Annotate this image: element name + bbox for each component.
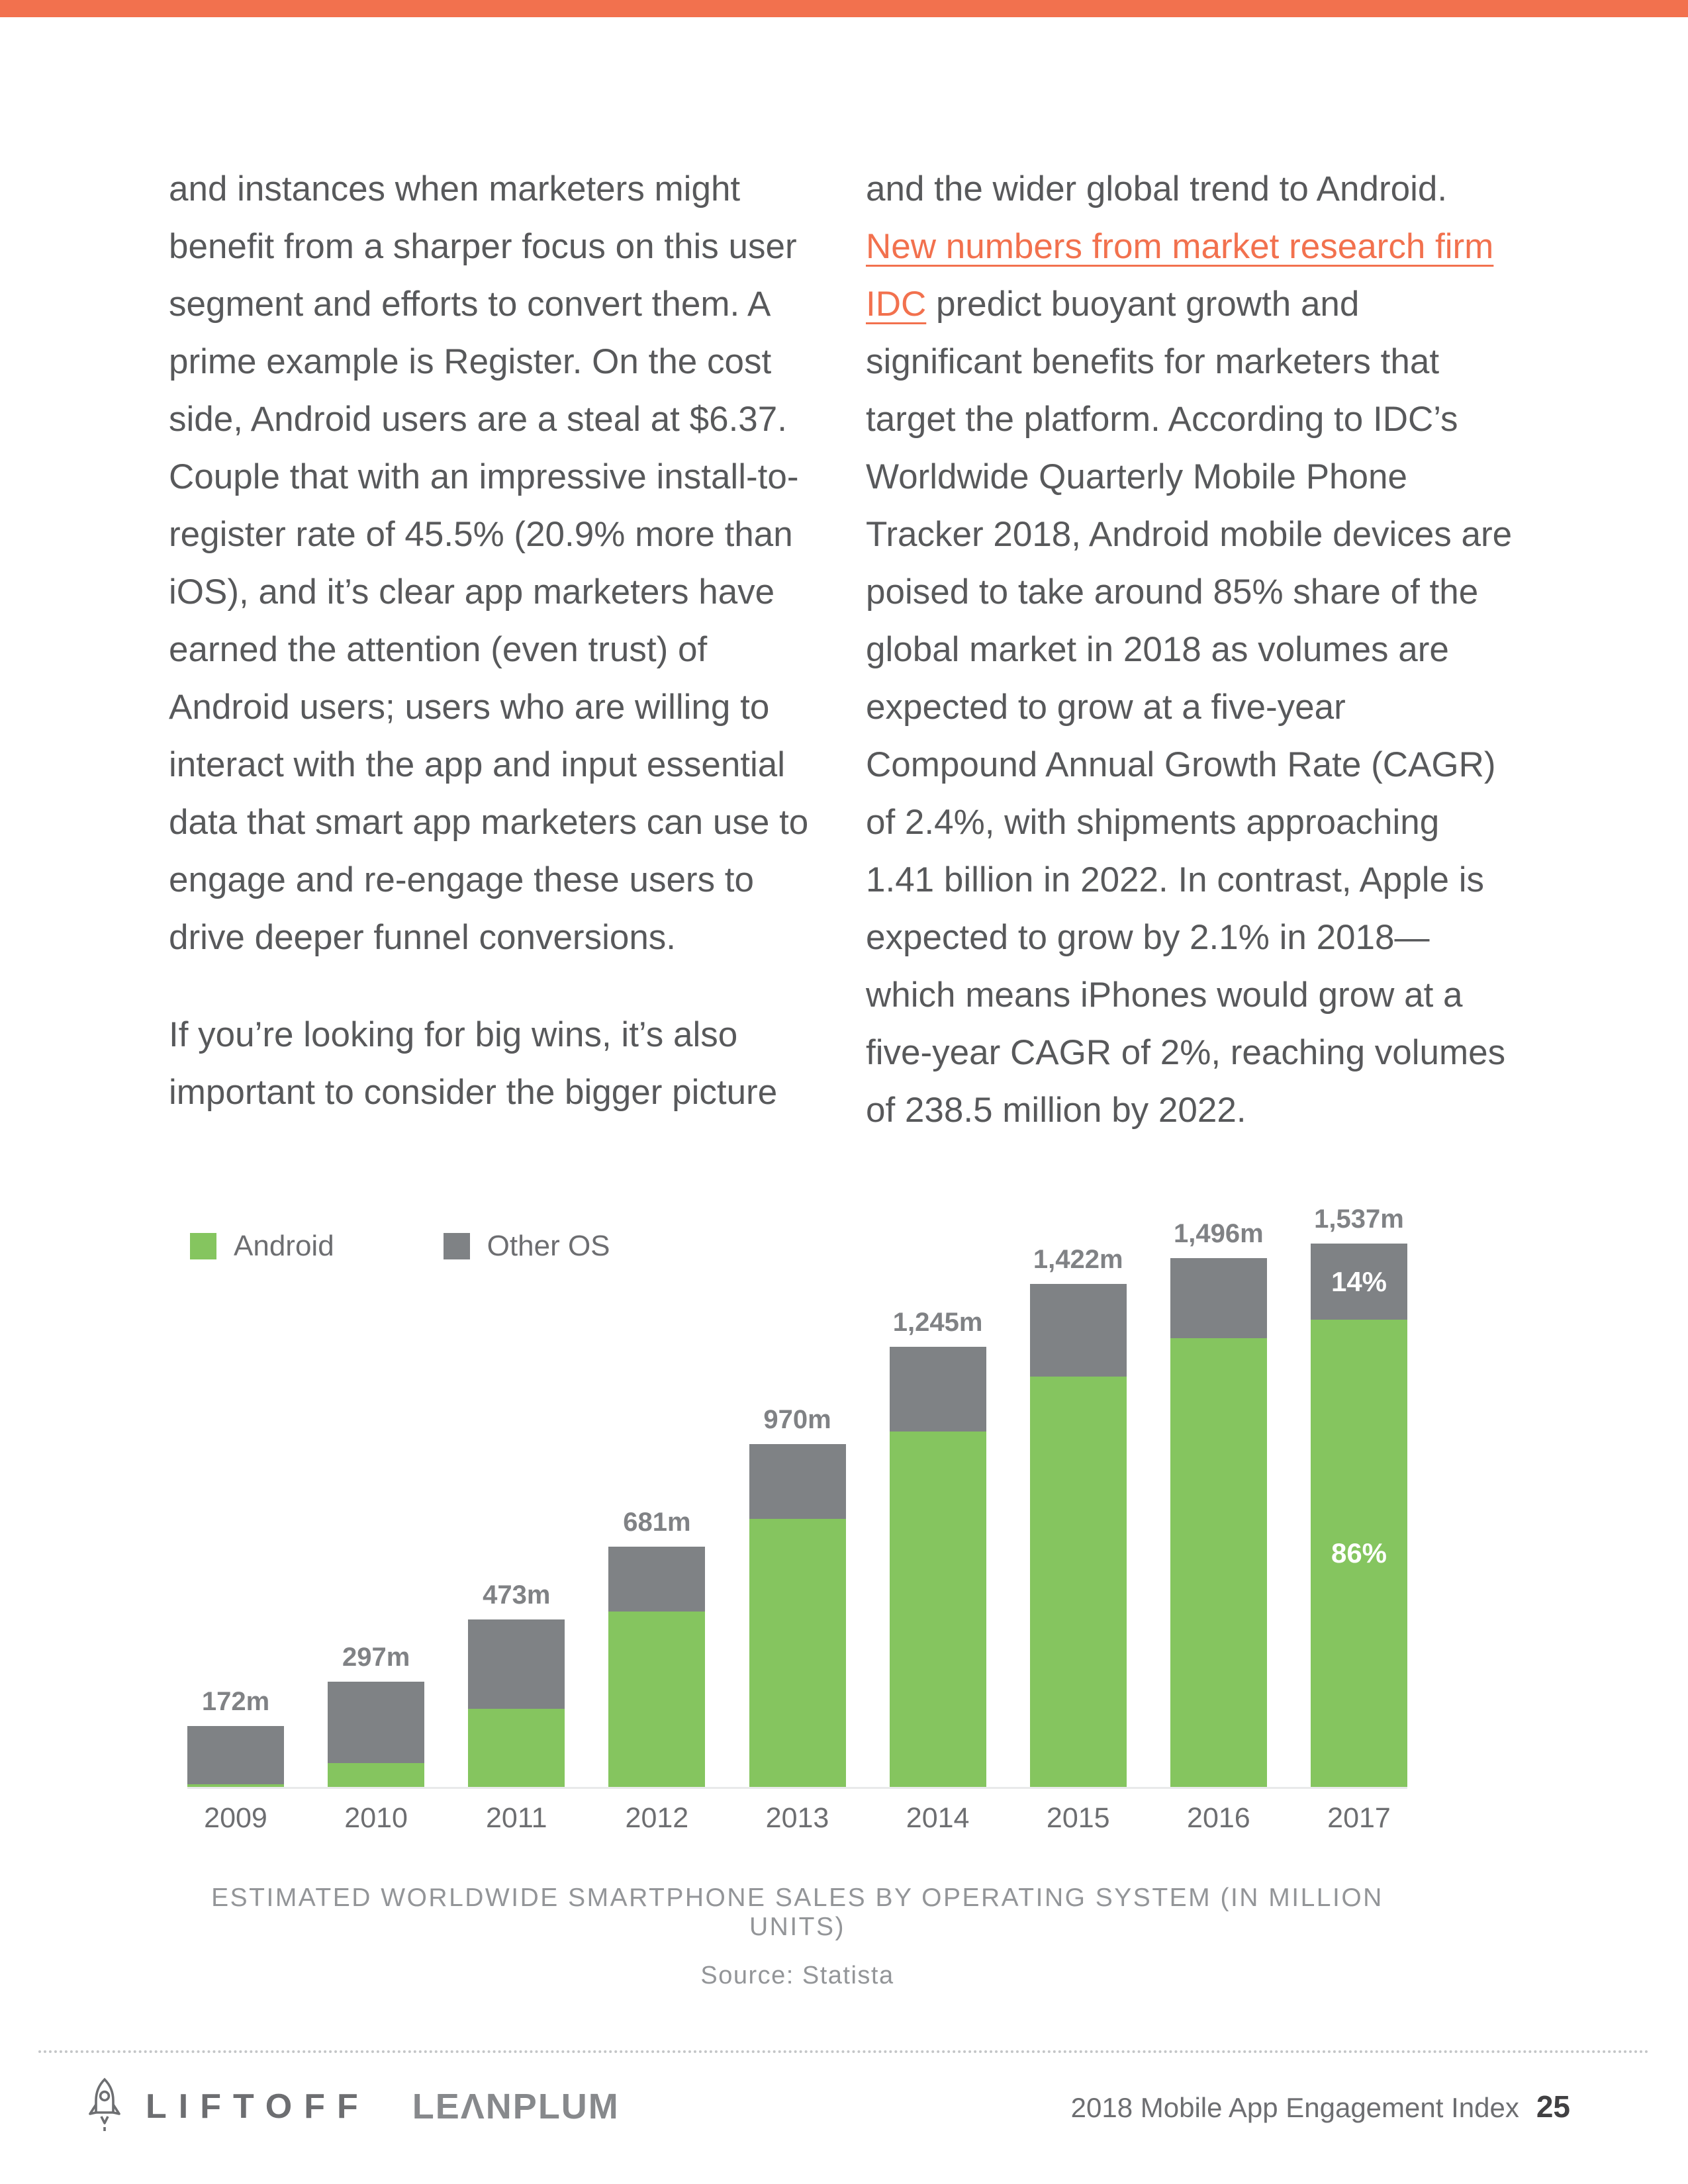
bar-segment-android: 86% — [1311, 1320, 1407, 1787]
bar-group-2013: 970m — [749, 1405, 846, 1787]
bar-total-label: 1,496m — [1174, 1219, 1264, 1248]
x-axis-label-2017: 2017 — [1327, 1802, 1391, 1834]
segment-percent-label: 86% — [1331, 1537, 1387, 1569]
bar-segment-other-os: 14% — [1311, 1244, 1407, 1320]
bar-segment-android — [889, 1432, 986, 1787]
bar-segment-other-os — [1170, 1258, 1267, 1338]
paragraph: If you’re looking for big wins, it’s als… — [169, 1015, 778, 1112]
bar-segment-other-os — [889, 1347, 986, 1432]
footer-page-info: 2018 Mobile App Engagement Index 25 — [1071, 2089, 1570, 2124]
bar-segment-other-os — [608, 1547, 706, 1612]
bar-total-label: 297m — [342, 1643, 410, 1672]
x-axis-label-2011: 2011 — [486, 1802, 547, 1834]
bar-segment-android — [749, 1519, 846, 1787]
x-axis-label-2013: 2013 — [765, 1802, 829, 1834]
bar-group-2012: 681m — [608, 1508, 706, 1787]
x-axis-label-2012: 2012 — [625, 1802, 689, 1834]
x-axis-label-2014: 2014 — [906, 1802, 970, 1834]
bar-total-label: 172m — [201, 1687, 270, 1716]
bar-total-label: 1,537m — [1314, 1205, 1404, 1234]
bar-group-2017: 1,537m 14% 86% — [1311, 1205, 1407, 1787]
bar-group-2011: 473m — [468, 1580, 565, 1787]
paragraph-text: predict buoyant growth and significant b… — [866, 285, 1513, 1130]
bar-segment-android — [328, 1763, 425, 1787]
legend-item-android: Android — [190, 1230, 334, 1263]
chart-x-axis: 2009 2010 2011 2012 2013 2014 2015 2016 2017 — [187, 1802, 1407, 1835]
footer: LIFTOFF LEΛNPLUM 2018 Mobile App Engagem… — [87, 2070, 1570, 2143]
bar-segment-android — [1170, 1338, 1267, 1787]
bar-total-label: 473m — [483, 1580, 551, 1610]
bar-total-label: 1,245m — [892, 1308, 983, 1337]
bar-group-2010: 297m — [328, 1643, 425, 1787]
bar-segment-android — [468, 1709, 565, 1787]
text-column-left: and instances when marketers might benef… — [169, 160, 810, 1161]
bar-segment-android — [1029, 1377, 1127, 1787]
bar-group-2015: 1,422m — [1029, 1245, 1127, 1787]
bar-segment-other-os — [1029, 1284, 1127, 1377]
bar-segment-android — [187, 1784, 284, 1787]
chart-caption: ESTIMATED WORLDWIDE SMARTPHONE SALES BY … — [211, 1884, 1383, 1941]
page-number: 25 — [1536, 2089, 1570, 2124]
legend-swatch-icon — [443, 1233, 470, 1259]
bar-total-label: 681m — [623, 1508, 691, 1537]
chart-legend: Android Other OS — [190, 1230, 610, 1263]
bar-group-2014: 1,245m — [889, 1308, 986, 1787]
x-axis-label-2010: 2010 — [344, 1802, 408, 1834]
bar-segment-other-os — [328, 1682, 425, 1763]
bar-total-label: 1,422m — [1033, 1245, 1123, 1274]
x-axis-label-2015: 2015 — [1046, 1802, 1110, 1834]
smartphone-sales-chart: Android Other OS 172m 297m 473m 681m 970m 1,24… — [187, 1167, 1407, 1990]
x-axis-label-2009: 2009 — [204, 1802, 267, 1834]
paragraph-text: and the wider global trend to Android. — [866, 169, 1448, 208]
bar-segment-other-os — [468, 1619, 565, 1709]
bar-group-2009: 172m — [187, 1687, 284, 1787]
liftoff-rocket-icon — [87, 2077, 122, 2137]
bar-total-label: 970m — [763, 1405, 831, 1434]
bar-segment-other-os — [749, 1444, 846, 1519]
bar-group-2016: 1,496m — [1170, 1219, 1267, 1787]
report-title: 2018 Mobile App Engagement Index — [1070, 2092, 1519, 2123]
legend-item-other-os: Other OS — [443, 1230, 610, 1263]
bar-segment-android — [608, 1612, 706, 1787]
footer-brands: LIFTOFF LEΛNPLUM — [87, 2077, 620, 2137]
top-accent-bar — [0, 0, 1688, 17]
segment-percent-label: 14% — [1331, 1265, 1387, 1297]
liftoff-logo-text: LIFTOFF — [146, 2087, 370, 2126]
legend-label: Android — [234, 1230, 334, 1262]
legend-label: Other OS — [487, 1230, 610, 1262]
footer-divider — [38, 2050, 1650, 2053]
paragraph: and the wider global trend to Android. N… — [866, 160, 1513, 1139]
idc-research-link[interactable]: New numbers from market research firm ID… — [866, 227, 1494, 324]
text-column-right: and the wider global trend to Android. N… — [866, 160, 1513, 1179]
chart-source: Source: Statista — [700, 1962, 894, 1989]
paragraph: and instances when marketers might benef… — [169, 169, 809, 957]
x-axis-label-2016: 2016 — [1187, 1802, 1250, 1834]
chart-plot-area: 172m 297m 473m 681m 970m 1,245m 1,422m 1,496m 1,… — [187, 1167, 1407, 1789]
legend-swatch-icon — [190, 1233, 216, 1259]
bar-segment-other-os — [187, 1726, 284, 1784]
leanplum-logo-text: LEΛNPLUM — [412, 2087, 620, 2126]
